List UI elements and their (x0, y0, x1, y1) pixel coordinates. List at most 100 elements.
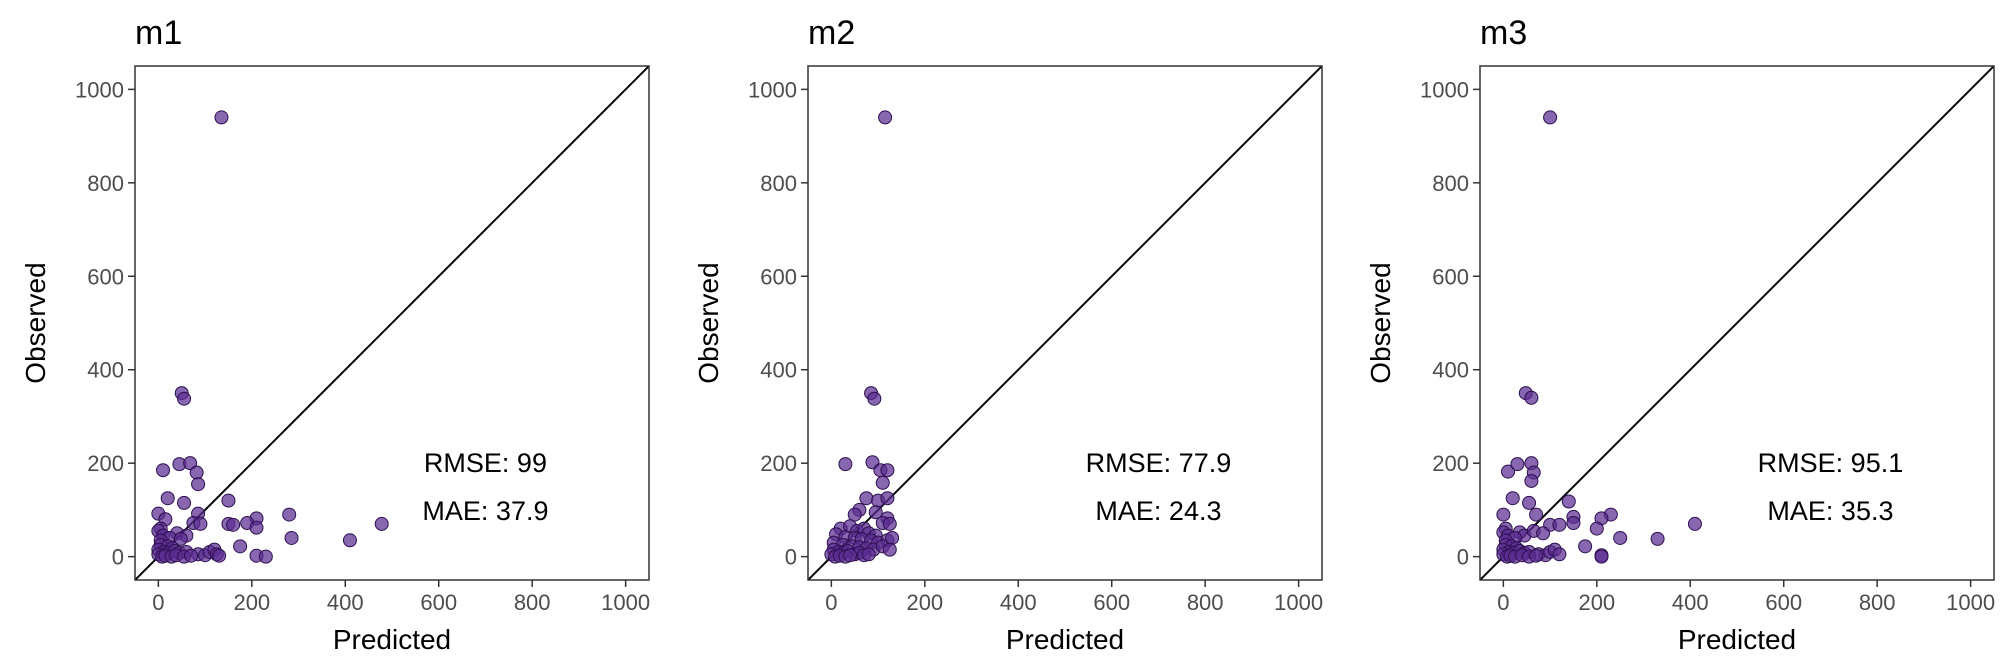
y-tick-label: 600 (760, 264, 797, 289)
data-point (1552, 517, 1567, 532)
data-point (233, 539, 248, 554)
data-point (173, 531, 188, 546)
x-tick-label: 200 (1578, 590, 1615, 615)
y-tick-label: 200 (760, 451, 797, 476)
panel-m2: m2 0 200 400 600 800 1000 0 200 400 600 800 1000 Pred… (693, 14, 1323, 655)
y-tick-label: 800 (1432, 171, 1469, 196)
x-tick-label: 1000 (1946, 590, 1995, 615)
data-point (847, 507, 862, 522)
y-tick-label: 400 (87, 358, 124, 383)
plot-frame (807, 65, 1323, 581)
x-tick-label: 1000 (1274, 590, 1323, 615)
y-tick-label: 800 (87, 171, 124, 196)
data-point (1589, 521, 1604, 536)
x-axis-title: Predicted (1678, 624, 1796, 655)
data-point (1566, 515, 1581, 530)
data-point (1529, 507, 1544, 522)
x-tick-label: 600 (420, 590, 457, 615)
data-point (1594, 549, 1609, 564)
data-point (214, 110, 229, 125)
x-tick-label: 600 (1765, 590, 1802, 615)
data-point (191, 477, 206, 492)
y-tick-label: 1000 (75, 77, 124, 102)
reference-line (1480, 66, 1994, 580)
y-tick-label: 600 (1432, 264, 1469, 289)
x-axis-title: Predicted (333, 624, 451, 655)
x-tick-label: 200 (906, 590, 943, 615)
metric-annotation: RMSE: 77.9 (1086, 448, 1232, 478)
data-point (284, 530, 299, 545)
data-point (258, 549, 273, 564)
x-tick-label: 800 (1859, 590, 1896, 615)
data-point (212, 548, 227, 563)
data-point (1650, 531, 1665, 546)
data-point (861, 547, 876, 562)
data-point (880, 463, 895, 478)
x-tick-label: 800 (514, 590, 551, 615)
panel-m3: m3 0 200 400 600 800 1000 0 200 400 600 800 1000 Pred… (1365, 14, 1995, 655)
data-point (1524, 390, 1539, 405)
data-point (1510, 457, 1525, 472)
data-point (193, 516, 208, 531)
reference-line (808, 66, 1322, 580)
points-group (151, 110, 389, 564)
x-tick-label: 800 (1187, 590, 1224, 615)
x-tick-label: 200 (233, 590, 270, 615)
data-point (374, 516, 389, 531)
data-point (1501, 464, 1516, 479)
data-point (1578, 539, 1593, 554)
data-point (156, 463, 171, 478)
x-tick-label: 0 (152, 590, 164, 615)
data-point (282, 507, 297, 522)
panel-title: m1 (135, 14, 182, 52)
data-point (882, 542, 897, 557)
data-point (843, 548, 858, 563)
x-tick-label: 400 (1672, 590, 1709, 615)
data-point (249, 520, 264, 535)
x-tick-label: 400 (1000, 590, 1037, 615)
metric-annotation: MAE: 24.3 (1095, 496, 1221, 526)
data-point (868, 505, 883, 520)
data-point (1687, 516, 1702, 531)
metric-annotation: RMSE: 95.1 (1758, 448, 1904, 478)
x-tick-label: 0 (825, 590, 837, 615)
y-tick-label: 1000 (748, 77, 797, 102)
data-point (160, 491, 175, 506)
data-point (1505, 491, 1520, 506)
plot-frame (1479, 65, 1995, 581)
data-point (838, 457, 853, 472)
x-tick-label: 400 (327, 590, 364, 615)
data-point (882, 516, 897, 531)
points-group (824, 110, 900, 564)
data-point (1536, 526, 1551, 541)
y-axis-title: Observed (20, 262, 51, 383)
y-tick-label: 1000 (1420, 77, 1469, 102)
data-point (1561, 494, 1576, 509)
y-tick-label: 200 (1432, 451, 1469, 476)
plot-frame (134, 65, 650, 581)
x-tick-label: 1000 (601, 590, 650, 615)
data-point (1613, 530, 1628, 545)
panel-m1: m1 0 200 400 600 800 1000 0 200 400 600 800 1000 Pred… (20, 14, 650, 655)
y-tick-label: 400 (1432, 358, 1469, 383)
metric-annotation: RMSE: 99 (424, 448, 547, 478)
data-point (342, 533, 357, 548)
data-point (867, 391, 882, 406)
reference-line (135, 66, 649, 580)
panel-title: m2 (808, 14, 855, 52)
metric-annotation: MAE: 35.3 (1767, 496, 1893, 526)
data-point (221, 493, 236, 508)
y-tick-label: 0 (1457, 545, 1469, 570)
y-tick-label: 200 (87, 451, 124, 476)
x-tick-label: 600 (1093, 590, 1130, 615)
data-point (1552, 547, 1567, 562)
y-tick-label: 0 (785, 545, 797, 570)
data-point (1524, 473, 1539, 488)
y-tick-label: 0 (112, 545, 124, 570)
y-axis-title: Observed (1365, 262, 1396, 383)
metric-annotation: MAE: 37.9 (422, 496, 548, 526)
points-group (1496, 110, 1702, 564)
x-axis-title: Predicted (1006, 624, 1124, 655)
data-point (1529, 548, 1544, 563)
